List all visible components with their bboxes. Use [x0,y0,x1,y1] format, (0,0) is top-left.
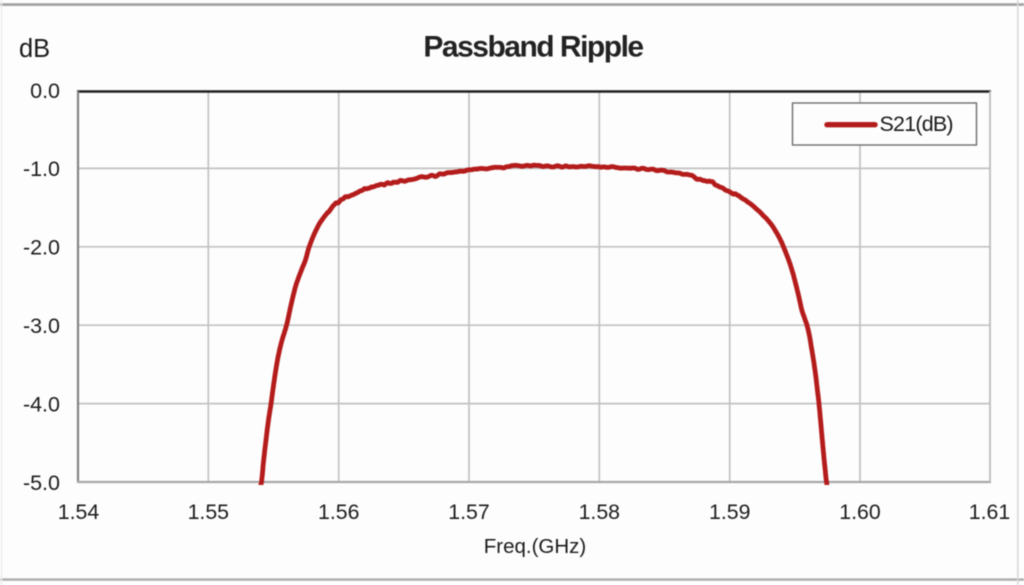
svg-text:1.60: 1.60 [839,500,881,524]
svg-text:S21(dB): S21(dB) [880,112,953,136]
svg-text:1.61: 1.61 [969,500,1010,524]
svg-text:-4.0: -4.0 [23,392,60,416]
svg-text:1.54: 1.54 [58,500,100,524]
svg-text:1.55: 1.55 [188,500,229,524]
svg-text:-2.0: -2.0 [23,236,60,260]
svg-text:1.58: 1.58 [579,500,620,524]
svg-text:-3.0: -3.0 [23,314,60,338]
svg-text:1.59: 1.59 [709,500,750,524]
svg-text:Freq.(GHz): Freq.(GHz) [484,535,587,558]
svg-text:1.57: 1.57 [448,500,489,524]
svg-text:dB: dB [19,35,50,63]
svg-text:1.56: 1.56 [318,500,359,524]
svg-text:-1.0: -1.0 [23,157,60,181]
svg-text:-5.0: -5.0 [23,471,60,495]
svg-text:Passband Ripple: Passband Ripple [423,31,643,64]
svg-text:0.0: 0.0 [30,79,60,103]
